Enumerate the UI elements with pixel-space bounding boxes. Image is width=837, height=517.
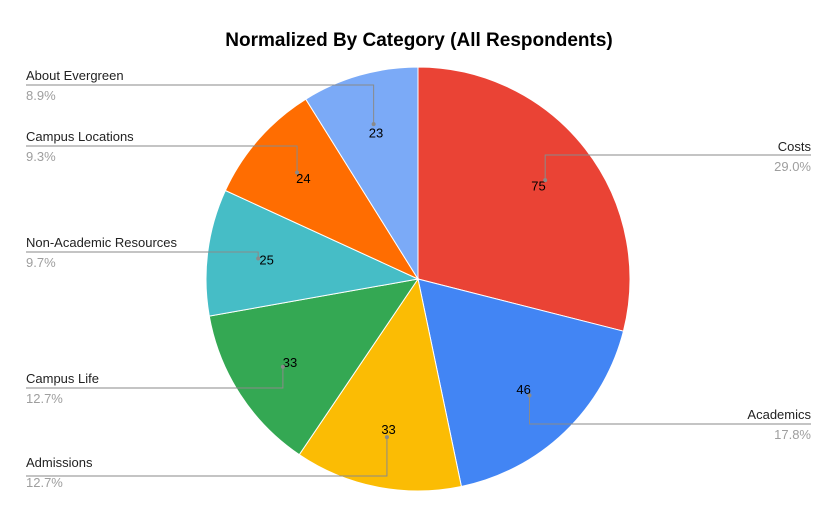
callout-percent-about-evergreen: 8.9% bbox=[26, 88, 56, 103]
slice-costs bbox=[417, 66, 631, 332]
value-label-campus-life: 33 bbox=[283, 355, 297, 370]
leader-line-campus-life bbox=[26, 366, 284, 389]
value-label-academics: 46 bbox=[516, 382, 530, 397]
callout-name-non-academic-resources: Non-Academic Resources bbox=[26, 235, 178, 250]
leader-line-costs bbox=[544, 154, 811, 181]
slice-admissions bbox=[298, 277, 462, 492]
callout-name-academics: Academics bbox=[747, 407, 811, 422]
leader-line-academics bbox=[528, 395, 811, 425]
callout-percent-campus-life: 12.7% bbox=[26, 391, 63, 406]
callout-name-about-evergreen: About Evergreen bbox=[26, 68, 124, 83]
leader-line-about-evergreen bbox=[26, 84, 375, 125]
callout-percent-costs: 29.0% bbox=[774, 159, 811, 174]
leader-line-campus-locations bbox=[26, 145, 298, 173]
callout-name-admissions: Admissions bbox=[26, 455, 93, 470]
leader-line-admissions bbox=[26, 437, 388, 477]
value-label-about-evergreen: 23 bbox=[369, 125, 383, 140]
slice-campus-locations bbox=[224, 98, 420, 281]
callout-percent-admissions: 12.7% bbox=[26, 475, 63, 490]
slice-value-labels: 75 46 33 33 25 24 23 bbox=[259, 125, 545, 437]
slice-academics bbox=[417, 278, 625, 488]
value-label-non-academic-resources: 25 bbox=[259, 253, 273, 268]
slice-about-evergreen bbox=[305, 66, 419, 281]
value-label-campus-locations: 24 bbox=[296, 171, 310, 186]
callout-name-campus-locations: Campus Locations bbox=[26, 129, 134, 144]
pie-slices bbox=[205, 66, 631, 492]
value-label-admissions: 33 bbox=[381, 422, 395, 437]
chart-title: Normalized By Category (All Respondents) bbox=[225, 30, 612, 51]
callout-percent-academics: 17.8% bbox=[774, 427, 811, 442]
value-label-costs: 75 bbox=[531, 178, 545, 193]
callout-name-costs: Costs bbox=[778, 139, 812, 154]
callout-name-campus-life: Campus Life bbox=[26, 371, 99, 386]
callout-percent-non-academic-resources: 9.7% bbox=[26, 255, 56, 270]
callout-percent-campus-locations: 9.3% bbox=[26, 149, 56, 164]
callout-labels: Costs 29.0% Academics 17.8% Admissions 12.7% C… bbox=[26, 68, 812, 490]
leader-line-non-academic-resources bbox=[26, 251, 259, 259]
slice-campus-life bbox=[208, 278, 420, 456]
